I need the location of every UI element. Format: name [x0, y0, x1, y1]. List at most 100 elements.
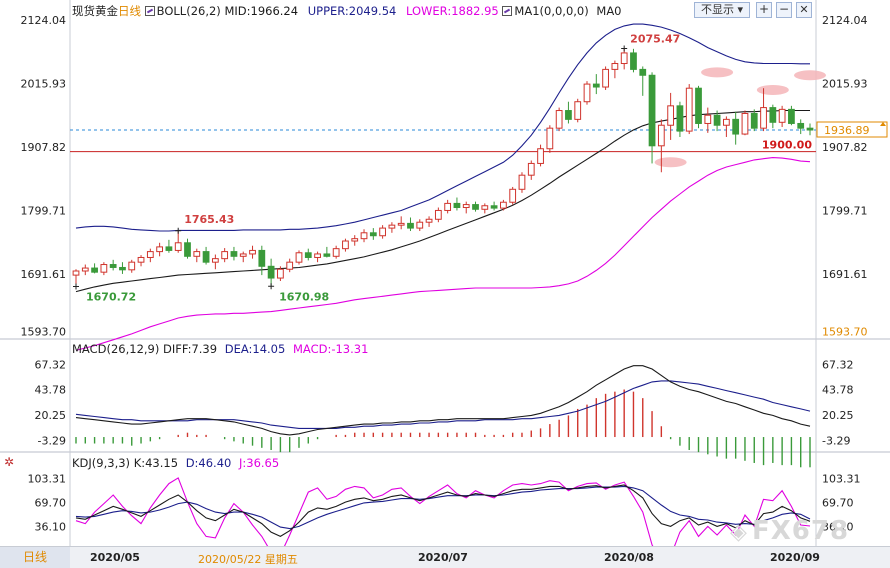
candle: [72, 270, 80, 276]
candle: [639, 68, 647, 76]
candle: [676, 105, 684, 132]
candle: [100, 264, 108, 273]
highlight-ellipse: [756, 84, 789, 95]
candle: [193, 251, 201, 257]
main-price-panel: 1900.00 1765.43 1670.72 1670.98 2075.47: [70, 23, 826, 351]
main-indicator-header: 现货黄金日线 BOLL(26,2) MID:1966.24 UPPER:2049…: [72, 3, 622, 19]
macd-tick-label-right: -3.29: [822, 435, 850, 448]
extreme-marker-icon: [621, 45, 628, 52]
y-tick-label-right: 1593.70: [822, 326, 868, 339]
boll-upper-line: [75, 23, 810, 232]
candle: [806, 127, 814, 131]
candle: [128, 261, 136, 271]
x-tick-label: 2020/08: [604, 551, 654, 564]
candle: [369, 232, 377, 237]
highlight-ellipse: [701, 67, 734, 78]
candle: [481, 205, 489, 210]
candle: [416, 221, 424, 229]
macd-tick-label-left: 43.78: [35, 384, 67, 397]
candle: [156, 246, 164, 253]
kdj-j-line: [75, 477, 811, 546]
candle: [165, 246, 173, 251]
kdj-k-line: [75, 484, 811, 538]
candle: [602, 68, 609, 88]
candle: [648, 74, 656, 147]
candle: [323, 253, 331, 257]
candle: [453, 202, 461, 209]
y-tick-label-right: 2015.93: [822, 78, 868, 91]
candle: [592, 83, 600, 88]
candle: [239, 253, 247, 257]
candle: [314, 253, 321, 258]
y-tick-label-right: 1799.71: [822, 205, 868, 218]
macd-header: MACD(26,12,9) DIFF:7.39 DEA:14.05 MACD:-…: [72, 341, 368, 357]
macd-tick-label-right: 67.32: [822, 358, 854, 371]
kdj-d-value: D:46.40: [185, 456, 232, 470]
ma-settings-icon[interactable]: [502, 6, 513, 16]
watermark-logo-icon: ◈: [730, 520, 747, 545]
boll-lower-value: LOWER:1882.95: [406, 4, 499, 18]
period-label[interactable]: 日线: [118, 4, 141, 18]
candle: [388, 224, 396, 229]
candle: [583, 83, 591, 103]
extreme-marker-icon: [73, 283, 79, 290]
candle: [769, 107, 777, 123]
candle: [221, 251, 229, 260]
macd-tick-label-left: -3.29: [38, 435, 66, 448]
macd-tick-label-left: 20.25: [35, 409, 67, 422]
kdj-panel: [75, 477, 811, 546]
candle: [760, 107, 767, 129]
macd-macd-value: MACD:-13.31: [292, 342, 369, 356]
y-tick-label-left: 2015.93: [21, 78, 67, 91]
boll-label: BOLL(26,2): [156, 4, 221, 18]
settings-gear-icon[interactable]: ✲: [4, 455, 15, 469]
tab-daily[interactable]: 日线: [0, 547, 70, 568]
candle: [109, 264, 117, 268]
candle: [797, 122, 805, 129]
price-annotation: 2075.47: [630, 33, 680, 46]
candle: [342, 240, 349, 250]
cursor-date-label: 2020/05/22 星期五: [198, 553, 298, 566]
hide-indicator-label: 不显示: [700, 3, 734, 16]
candle: [462, 204, 470, 209]
x-tick-label: 2020/07: [418, 551, 468, 564]
kdj-tick-label-right: 69.70: [822, 496, 854, 509]
candle: [360, 232, 368, 240]
y-tick-label-left: 2124.04: [21, 14, 67, 27]
highlight-ellipse: [654, 157, 687, 168]
candle: [277, 268, 284, 279]
highlight-ellipse: [794, 70, 826, 81]
candle: [434, 209, 442, 220]
candle: [81, 267, 89, 272]
symbol-name: 现货黄金: [72, 4, 118, 18]
zoom-out-icon[interactable]: −: [776, 2, 792, 18]
boll-lower-line: [75, 157, 811, 351]
candle: [91, 267, 98, 273]
extreme-marker-icon: [268, 283, 275, 290]
candle: [509, 188, 517, 203]
x-tick-label: 2020/05: [90, 551, 140, 564]
candle: [732, 118, 740, 135]
hide-indicator-dropdown[interactable]: 不显示 ▾: [694, 2, 750, 18]
watermark: FX678: [752, 516, 850, 546]
candle: [685, 87, 693, 132]
candle: [184, 242, 191, 257]
price-annotation: 1765.43: [184, 213, 234, 226]
candle: [527, 162, 535, 176]
candle: [518, 174, 526, 190]
macd-tick-label-right: 43.78: [822, 384, 854, 397]
boll-settings-icon[interactable]: [144, 6, 155, 16]
extreme-marker-icon: [175, 227, 182, 234]
candle: [332, 248, 340, 257]
candle: [295, 252, 303, 263]
y-tick-label-right: 1907.82: [822, 141, 868, 154]
close-icon[interactable]: ✕: [796, 2, 812, 18]
y-tick-label-right: 2124.04: [822, 14, 868, 27]
zoom-in-icon[interactable]: +: [756, 2, 772, 18]
macd-diff-line: [75, 365, 811, 436]
candle: [695, 87, 702, 124]
y-tick-label-left: 1907.82: [21, 141, 67, 154]
candle: [146, 251, 154, 258]
candle: [788, 108, 795, 124]
candle: [119, 266, 126, 271]
